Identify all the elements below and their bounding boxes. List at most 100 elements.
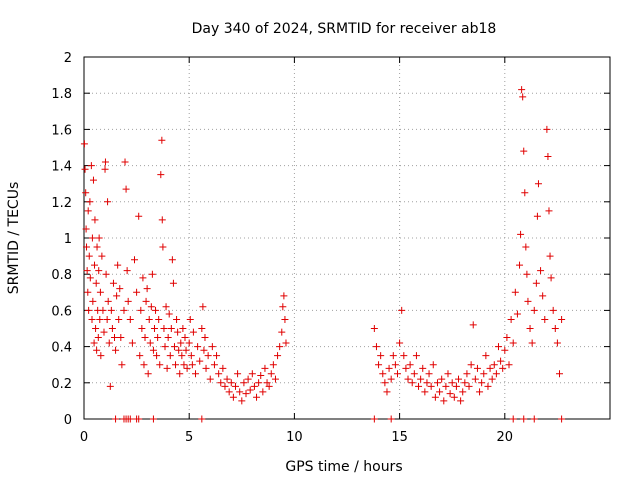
data-point [490,361,498,369]
data-point [98,252,106,260]
data-point [433,379,441,387]
data-point [108,325,116,332]
data-point [429,361,437,369]
data-point [83,243,91,251]
data-point [473,364,481,372]
data-point [133,288,141,296]
data-point [126,415,134,423]
data-point [440,397,448,405]
data-point [145,315,153,323]
data-point [444,370,452,378]
data-point [95,234,103,242]
data-point [88,315,96,323]
data-point [183,364,191,372]
data-point [154,334,162,342]
data-point [539,292,547,300]
data-point [147,303,155,311]
data-point [173,315,181,323]
data-point [279,303,287,311]
data-point [242,390,250,398]
data-point [130,256,138,264]
data-point [236,388,244,396]
data-point [176,370,184,378]
data-point [240,379,248,387]
data-point [85,252,93,260]
data-point [423,379,431,387]
data-point [164,334,172,342]
data-point [104,297,112,305]
data-point [524,297,532,305]
data-point [221,382,229,390]
data-point [431,393,439,401]
data-point [87,162,95,170]
data-point [383,388,391,396]
y-tick-labels: 0 0.2 0.4 0.6 0.8 1 1.2 1.4 1.6 1.8 2 [51,51,72,428]
data-point [93,243,101,251]
data-point [102,270,110,278]
data-point [530,415,538,423]
data-point [534,180,542,188]
data-point [497,357,505,365]
data-point [480,370,488,378]
data-point [138,325,146,332]
data-point [167,325,175,332]
data-point [112,415,120,423]
x-axis-label: GPS time / hours [285,459,402,475]
data-point [436,388,444,396]
data-point [163,364,171,372]
data-point [84,288,92,296]
data-point [278,328,286,336]
data-point [86,198,94,206]
data-point [517,230,525,238]
data-point [484,382,492,390]
data-point [199,303,207,311]
x-tick-labels: 0 5 10 15 20 [80,430,513,445]
data-point [188,361,196,369]
data-point [96,288,104,296]
data-point [556,370,564,378]
data-point [280,292,288,300]
data-point [231,382,239,390]
data-point [450,393,458,401]
data-point [185,339,193,347]
data-point [238,397,246,405]
data-point [101,158,109,166]
data-point [208,343,216,351]
data-point [198,325,206,332]
data-point [553,339,561,347]
data-point [281,315,289,323]
data-point [410,370,418,378]
data-point [156,361,164,369]
data-point [459,388,467,396]
data-point [86,274,94,282]
data-point [96,315,104,323]
data-point [519,93,527,101]
data-point [219,364,227,372]
data-point [181,334,189,342]
data-point [255,379,263,387]
data-point [442,382,450,390]
data-point [153,352,161,360]
data-point [532,279,540,287]
data-point [516,261,524,269]
data-point [165,310,173,318]
data-point [253,393,261,401]
data-point [509,339,517,347]
chart-title: Day 340 of 2024, SRMTID for receiver ab1… [192,21,497,37]
data-point [107,306,115,314]
data-point [461,379,469,387]
data-point [118,361,126,369]
data-point [427,382,435,390]
data-point [120,306,128,314]
data-point [549,306,557,314]
data-point [537,267,545,275]
data-point [503,334,511,342]
data-point [271,375,279,383]
data-point [137,306,145,314]
data-point [84,207,92,215]
data-point [465,382,473,390]
data-point [261,364,269,372]
data-point [192,370,200,378]
y-tick-label: 1.8 [51,87,72,102]
